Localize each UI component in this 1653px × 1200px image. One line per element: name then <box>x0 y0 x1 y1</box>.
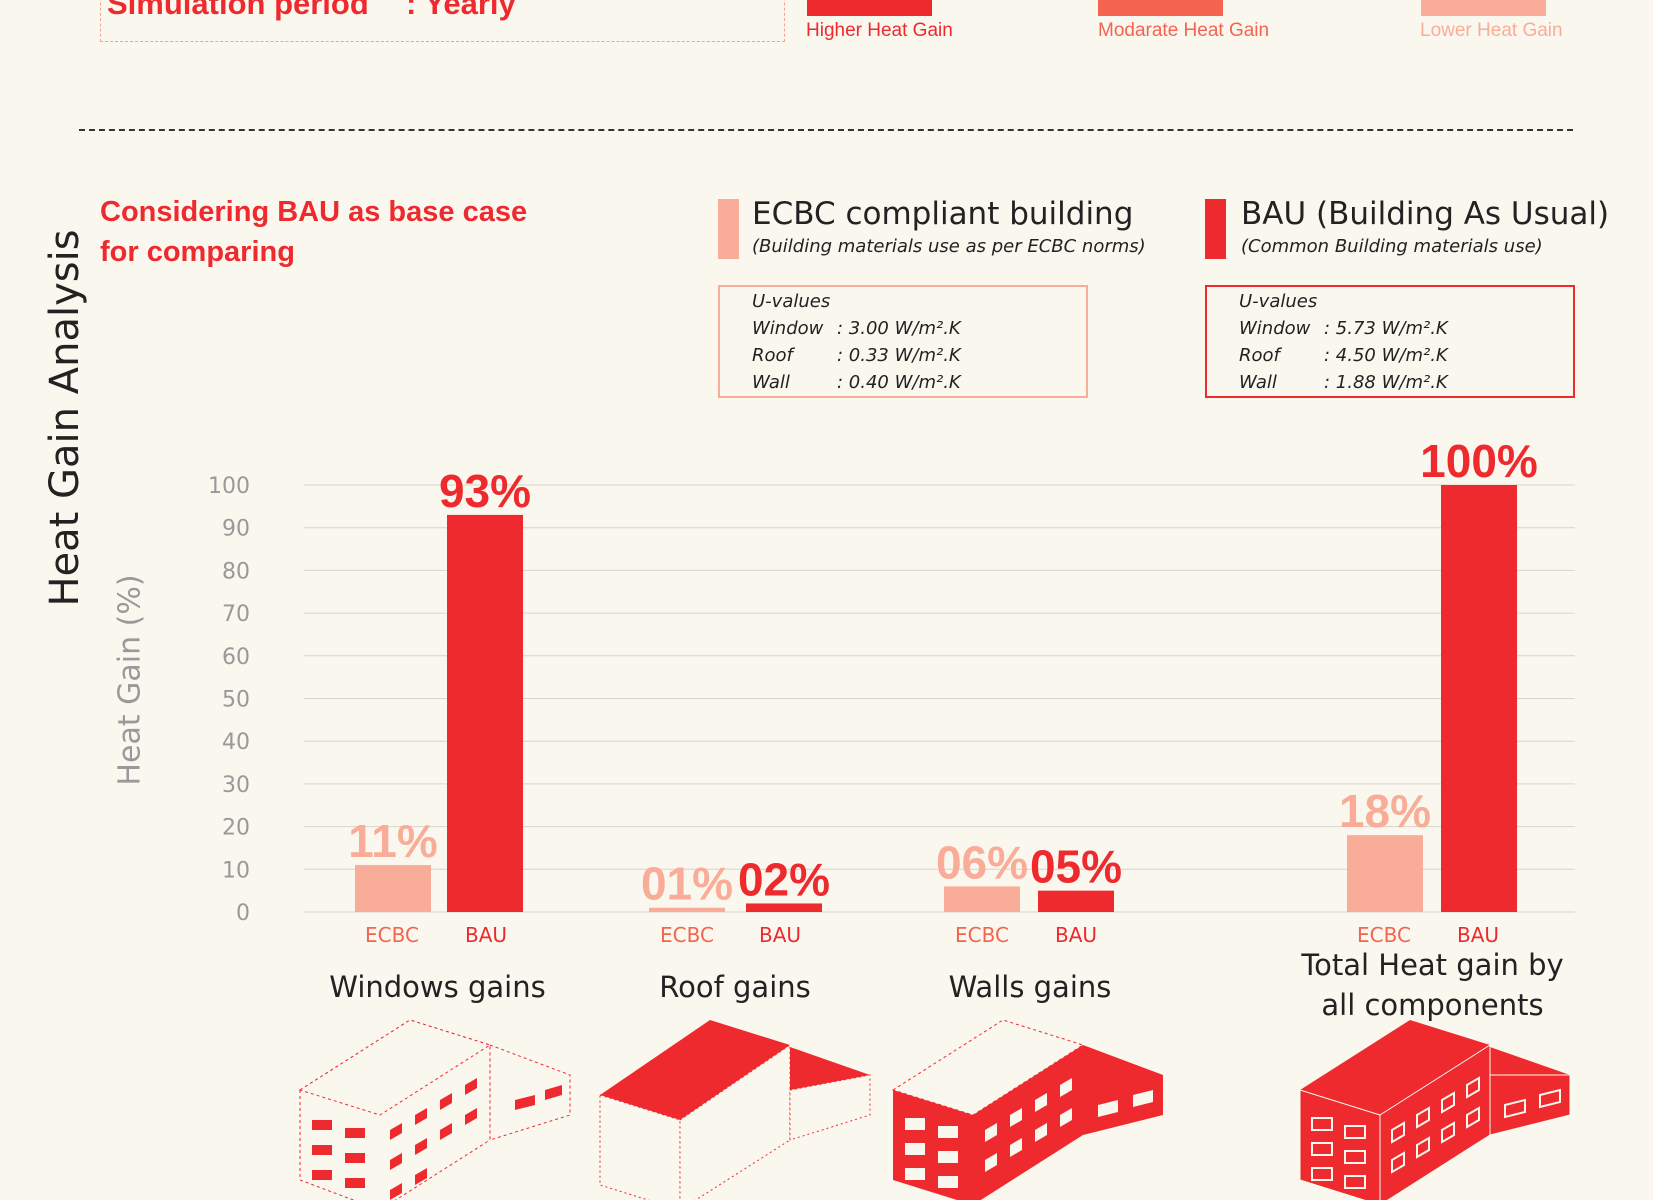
y-tick-label: 10 <box>222 858 250 883</box>
uvalue-value: : 3.00 W/m².K <box>837 318 961 339</box>
y-tick-label: 40 <box>222 730 250 755</box>
bau-title: BAU (Building As Usual) <box>1241 196 1610 232</box>
x-label-ecbc: ECBC <box>660 923 714 947</box>
bar-bau <box>1038 890 1114 912</box>
x-label-bau: BAU <box>464 923 508 947</box>
uvalues-label: U-values <box>752 291 831 312</box>
uvalue-key: Roof <box>1239 345 1280 366</box>
legend-label-lower: Lower Heat Gain <box>1420 20 1563 41</box>
bar-ecbc <box>649 907 725 912</box>
uvalues-label: U-values <box>1239 291 1318 312</box>
legend-swatch-lower <box>1421 0 1546 16</box>
y-tick-label: 50 <box>222 688 250 713</box>
legend-label-higher: Higher Heat Gain <box>806 20 953 41</box>
y-tick-label: 30 <box>222 773 250 798</box>
x-label-ecbc: ECBC <box>955 923 1009 947</box>
uvalue-value: : 1.88 W/m².K <box>1324 372 1448 393</box>
uvalue-value: : 4.50 W/m².K <box>1324 345 1448 366</box>
bar-ecbc <box>944 886 1020 912</box>
uvalue-key: Wall <box>1239 372 1277 393</box>
heading-line-1: Considering BAU as base case <box>100 196 528 228</box>
legend-swatch-higher <box>807 0 932 16</box>
y-tick-label: 60 <box>222 645 250 670</box>
group-label-total-1: Total Heat gain by <box>1301 948 1564 982</box>
ecbc-title: ECBC compliant building <box>752 196 1134 232</box>
simulation-period-box: Simulation period : Yearly <box>100 0 785 42</box>
y-tick-label: 100 <box>208 474 250 499</box>
group-label-roof: Roof gains <box>659 970 811 1004</box>
bar-ecbc <box>355 865 431 912</box>
data-label: 100% <box>1420 435 1538 487</box>
x-label-bau: BAU <box>1054 923 1098 947</box>
heading-line-2: for comparing <box>100 236 295 268</box>
uvalue-value: : 0.33 W/m².K <box>837 345 961 366</box>
bar-bau <box>1441 485 1517 912</box>
data-label: 11% <box>348 815 438 867</box>
x-label-bau: BAU <box>758 923 802 947</box>
legend-swatch-moderate <box>1098 0 1223 16</box>
ecbc-uvalues-box: U-values Window : 3.00 W/m².K Roof : 0.33 … <box>718 285 1088 398</box>
data-label: 05% <box>1030 841 1122 893</box>
data-label: 06% <box>936 836 1028 888</box>
y-tick-label: 70 <box>222 602 250 627</box>
uvalue-key: Roof <box>752 345 793 366</box>
bar-bau <box>746 903 822 912</box>
uvalue-key: Wall <box>752 372 790 393</box>
simulation-value: : Yearly <box>406 0 516 21</box>
ecbc-subtitle: (Building materials use as per ECBC norm… <box>752 236 1146 257</box>
group-label-walls: Walls gains <box>948 970 1112 1004</box>
y-tick-label: 80 <box>222 559 250 584</box>
x-label-ecbc: ECBC <box>1357 923 1411 947</box>
bar-bau <box>447 514 523 912</box>
y-tick-label: 20 <box>222 816 250 841</box>
uvalue-key: Window <box>752 318 824 339</box>
group-label-total-2: all components <box>1321 988 1544 1022</box>
x-label-ecbc: ECBC <box>365 923 419 947</box>
bau-subtitle: (Common Building materials use) <box>1241 236 1543 257</box>
x-label-bau: BAU <box>1456 923 1500 947</box>
bau-uvalues-box: U-values Window : 5.73 W/m².K Roof : 4.50 … <box>1205 285 1575 398</box>
simulation-label: Simulation period <box>107 0 369 21</box>
data-label: 93% <box>439 465 531 517</box>
divider <box>79 129 1573 131</box>
uvalue-key: Window <box>1239 318 1311 339</box>
uvalue-value: : 5.73 W/m².K <box>1324 318 1448 339</box>
ecbc-swatch <box>718 199 739 259</box>
bar-ecbc <box>1347 835 1423 912</box>
data-label: 01% <box>641 858 733 910</box>
data-label: 02% <box>738 853 830 905</box>
legend-label-moderate: Modarate Heat Gain <box>1098 20 1270 41</box>
data-label: 18% <box>1339 785 1431 837</box>
uvalue-value: : 0.40 W/m².K <box>837 372 961 393</box>
y-tick-label: 0 <box>236 901 250 926</box>
bau-swatch <box>1205 199 1226 259</box>
group-label-windows: Windows gains <box>329 970 546 1004</box>
y-tick-label: 90 <box>222 517 250 542</box>
